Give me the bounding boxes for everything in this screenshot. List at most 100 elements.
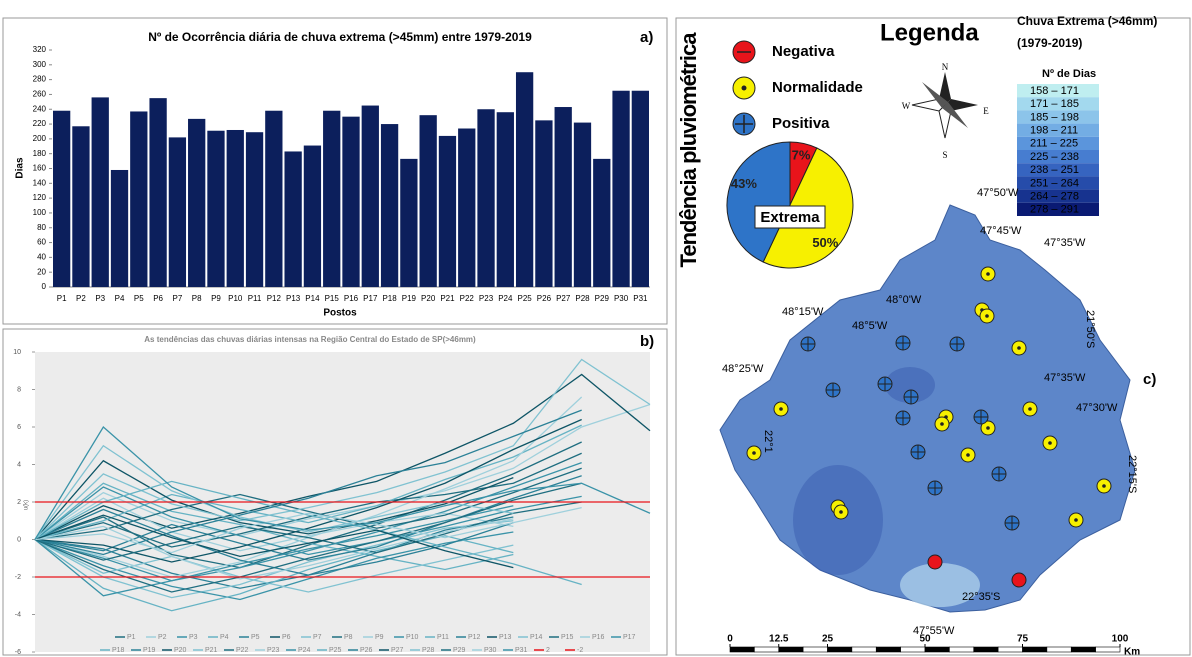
- x-tick-label: P11: [248, 294, 262, 303]
- bar: [458, 129, 475, 287]
- y-tick-label: 280: [33, 75, 47, 84]
- x-tick-label: P14: [305, 294, 320, 303]
- pie-value-label: 7%: [792, 147, 811, 162]
- bar: [574, 123, 591, 287]
- compass: [912, 72, 978, 138]
- station-marker-dot: [985, 314, 989, 318]
- coordinate-label: 22°35'S: [962, 591, 1000, 603]
- y-tick-label: 2: [17, 499, 21, 506]
- legend-label: P16: [592, 634, 605, 641]
- y-tick-label: 0: [42, 282, 47, 291]
- bar: [111, 170, 128, 287]
- station-marker-dot: [940, 422, 944, 426]
- color-legend-label: 225 – 238: [1030, 151, 1079, 163]
- bar: [207, 131, 224, 287]
- compass-label: S: [942, 150, 947, 160]
- legend-label: Negativa: [772, 43, 835, 60]
- x-tick-label: P18: [382, 294, 397, 303]
- y-tick-label: 6: [17, 424, 21, 431]
- y-tick-label: 300: [33, 60, 47, 69]
- y-tick-label: 200: [33, 134, 47, 143]
- y-axis-label: Dias: [15, 157, 26, 179]
- y-tick-label: 220: [33, 119, 47, 128]
- station-marker-dot: [966, 453, 970, 457]
- coordinate-label: 48°5'W: [852, 320, 888, 332]
- y-tick-label: 80: [37, 223, 46, 232]
- compass-label: E: [983, 106, 989, 116]
- x-tick-label: P16: [344, 294, 359, 303]
- scale-label: 75: [1017, 634, 1029, 645]
- x-tick-label: P7: [172, 294, 182, 303]
- x-tick-label: P24: [498, 294, 513, 303]
- legend-label: P22: [236, 647, 249, 654]
- station-marker-dot: [1074, 518, 1078, 522]
- bar: [516, 72, 533, 287]
- bar: [381, 124, 398, 287]
- bar: [477, 109, 494, 287]
- legend-label: P26: [360, 647, 373, 654]
- x-tick-label: P13: [286, 294, 301, 303]
- legend-label: P20: [174, 647, 187, 654]
- legend-label: P19: [143, 647, 156, 654]
- color-legend-label: 185 – 198: [1030, 111, 1079, 123]
- y-tick-label: 40: [37, 252, 46, 261]
- x-tick-label: P15: [325, 294, 340, 303]
- legend-label: P24: [298, 647, 311, 654]
- legend-label: P10: [406, 634, 419, 641]
- station-marker-dot: [779, 407, 783, 411]
- legend-label: P28: [422, 647, 435, 654]
- legend-label: P11: [437, 634, 449, 641]
- bar: [246, 132, 263, 287]
- chart-title: As tendências das chuvas diárias intensa…: [144, 335, 476, 344]
- legend-label: Normalidade: [772, 79, 863, 96]
- station-marker-dot: [986, 272, 990, 276]
- bar: [593, 159, 610, 287]
- map-title: Chuva Extrema (>46mm): [1017, 14, 1157, 28]
- legend-label: P23: [267, 647, 280, 654]
- bar: [400, 159, 417, 287]
- y-tick-label: 20: [37, 267, 46, 276]
- color-legend-label: 238 – 251: [1030, 164, 1079, 176]
- legend-label: P1: [127, 634, 136, 641]
- scale-bar-segment: [754, 647, 778, 652]
- station-marker-dot: [1017, 346, 1021, 350]
- scale-bar-segment: [779, 647, 803, 652]
- bar: [304, 146, 321, 287]
- legend-label: P6: [282, 634, 291, 641]
- scale-bar-segment: [852, 647, 876, 652]
- x-tick-label: P17: [363, 294, 378, 303]
- x-tick-label: P4: [115, 294, 125, 303]
- legend-label: P14: [530, 634, 543, 641]
- station-marker-dot: [986, 426, 990, 430]
- x-tick-label: P6: [153, 294, 163, 303]
- panel-label: b): [640, 333, 654, 350]
- coordinate-label: 47°50'W: [977, 187, 1019, 199]
- color-legend-title: Nº de Dias: [1042, 68, 1096, 80]
- figure: Nº de Ocorrência diária de chuva extrema…: [0, 0, 1192, 657]
- x-tick-label: P12: [267, 294, 282, 303]
- y-axis-label: u(k): [24, 500, 30, 510]
- x-tick-label: P28: [575, 294, 590, 303]
- y-tick-label: -6: [15, 649, 21, 656]
- y-tick-label: 60: [37, 238, 46, 247]
- x-tick-label: P29: [595, 294, 610, 303]
- scale-bar-segment: [974, 647, 998, 652]
- station-marker: [1012, 573, 1026, 587]
- bar: [265, 111, 282, 287]
- scale-label: 25: [822, 634, 834, 645]
- bar: [497, 112, 514, 287]
- bar: [53, 111, 70, 287]
- legend-label: P8: [344, 634, 353, 641]
- pie-center-label: Extrema: [760, 209, 820, 226]
- bar: [72, 126, 89, 287]
- coordinate-label: 22°15'S: [1126, 455, 1138, 493]
- x-tick-label: P31: [633, 294, 648, 303]
- color-legend-label: 198 – 211: [1030, 125, 1078, 137]
- y-tick-label: 100: [33, 208, 47, 217]
- legend-label: P5: [251, 634, 260, 641]
- legend-label: P4: [220, 634, 229, 641]
- color-legend-label: 158 – 171: [1030, 85, 1079, 97]
- bar: [612, 91, 629, 287]
- legend-label: P31: [515, 647, 528, 654]
- legend-label: P18: [112, 647, 125, 654]
